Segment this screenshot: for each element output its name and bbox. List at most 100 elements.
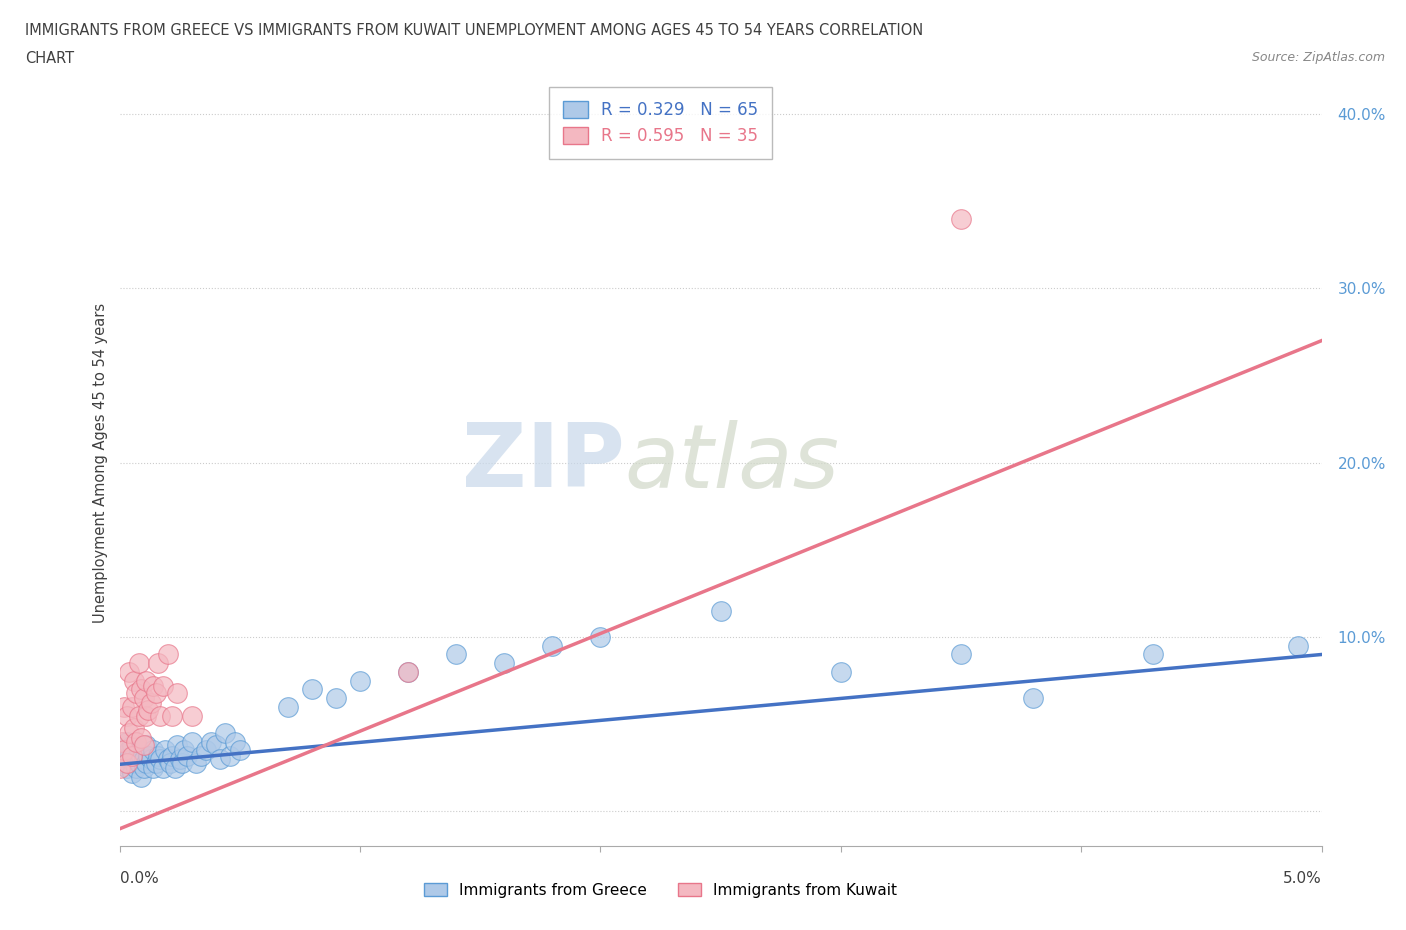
Text: Source: ZipAtlas.com: Source: ZipAtlas.com [1251, 51, 1385, 64]
Point [709, 604, 731, 618]
Point [173, 743, 195, 758]
Point [1286, 638, 1309, 653]
Point [108, 761, 131, 776]
Point [200, 735, 222, 750]
Point [142, 679, 165, 694]
Point [132, 691, 155, 706]
Point [301, 682, 323, 697]
Point [125, 685, 148, 700]
Point [132, 751, 155, 766]
Point [135, 755, 157, 770]
Point [224, 735, 246, 750]
Point [125, 761, 148, 776]
Point [176, 748, 198, 763]
Point [186, 755, 208, 770]
Point [128, 743, 150, 758]
Point [142, 743, 165, 758]
Point [156, 751, 179, 766]
Point [121, 765, 143, 780]
Point [146, 656, 169, 671]
Point [152, 761, 174, 776]
Point [219, 748, 242, 763]
Point [195, 743, 218, 758]
Point [152, 679, 174, 694]
Point [138, 703, 160, 718]
Point [149, 751, 172, 766]
Text: ZIP: ZIP [461, 419, 624, 506]
Text: atlas: atlas [624, 419, 839, 506]
Point [135, 673, 157, 688]
Point [277, 699, 299, 714]
Text: 5.0%: 5.0% [1282, 871, 1322, 886]
Point [156, 647, 179, 662]
Point [209, 751, 232, 766]
Point [115, 735, 138, 750]
Point [166, 737, 188, 752]
Point [129, 731, 152, 746]
Text: 0.0%: 0.0% [120, 871, 159, 886]
Point [166, 685, 188, 700]
Point [142, 761, 165, 776]
Point [118, 664, 141, 679]
Point [129, 682, 152, 697]
Point [139, 751, 162, 766]
Point [125, 751, 148, 766]
Legend: R = 0.329   N = 65, R = 0.595   N = 35: R = 0.329 N = 65, R = 0.595 N = 35 [550, 87, 772, 159]
Point [494, 656, 516, 671]
Point [111, 755, 134, 770]
Point [149, 708, 172, 723]
Point [118, 725, 141, 740]
Point [132, 737, 155, 752]
Text: IMMIGRANTS FROM GREECE VS IMMIGRANTS FROM KUWAIT UNEMPLOYMENT AMONG AGES 45 TO 5: IMMIGRANTS FROM GREECE VS IMMIGRANTS FRO… [25, 23, 924, 38]
Point [108, 751, 131, 766]
Point [950, 647, 973, 662]
Point [115, 755, 138, 770]
Point [830, 664, 852, 679]
Point [204, 737, 226, 752]
Point [1022, 691, 1045, 706]
Point [325, 691, 347, 706]
Point [139, 696, 162, 711]
Point [163, 761, 186, 776]
Point [153, 743, 176, 758]
Point [228, 743, 252, 758]
Point [135, 737, 157, 752]
Point [145, 685, 167, 700]
Point [146, 748, 169, 763]
Point [122, 673, 145, 688]
Point [121, 748, 143, 763]
Point [129, 769, 152, 784]
Point [349, 673, 371, 688]
Point [541, 638, 564, 653]
Point [118, 743, 141, 758]
Point [129, 748, 152, 763]
Point [121, 737, 143, 752]
Point [162, 748, 184, 763]
Point [169, 751, 191, 766]
Point [950, 211, 973, 226]
Point [122, 720, 145, 735]
Point [128, 708, 150, 723]
Point [111, 735, 134, 750]
Point [145, 755, 167, 770]
Point [396, 664, 419, 679]
Point [589, 630, 612, 644]
Point [159, 755, 181, 770]
Point [122, 747, 145, 762]
Point [180, 735, 202, 750]
Point [112, 748, 135, 763]
Point [396, 664, 419, 679]
Point [214, 725, 236, 740]
Point [115, 761, 138, 776]
Y-axis label: Unemployment Among Ages 45 to 54 years: Unemployment Among Ages 45 to 54 years [93, 302, 108, 623]
Point [444, 647, 467, 662]
Point [122, 755, 145, 770]
Point [162, 708, 184, 723]
Point [180, 708, 202, 723]
Point [121, 699, 143, 714]
Point [170, 755, 193, 770]
Text: CHART: CHART [25, 51, 75, 66]
Point [128, 656, 150, 671]
Point [135, 708, 157, 723]
Point [128, 755, 150, 770]
